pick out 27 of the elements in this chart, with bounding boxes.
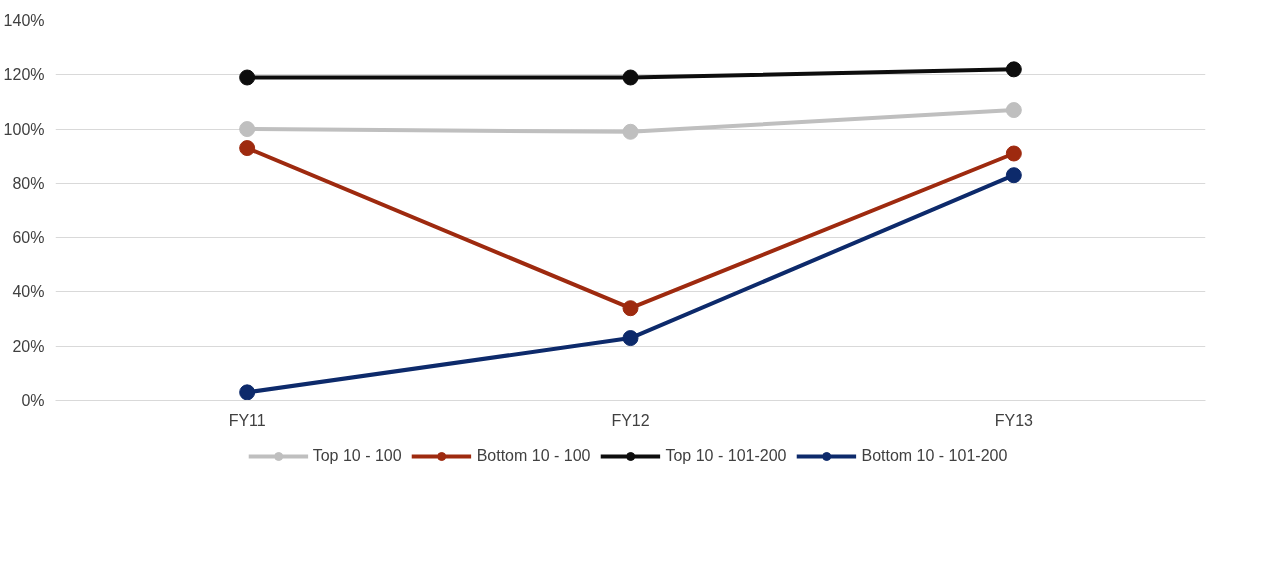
point [622, 330, 639, 347]
y-tick-label: 0% [21, 392, 45, 409]
point [239, 69, 256, 86]
point [622, 300, 639, 317]
y-tick-label: 120% [3, 66, 45, 84]
legend-label: Top 10 - 101-200 [665, 447, 787, 465]
y-tick-label: 140% [3, 12, 45, 29]
y-tick-label: 40% [12, 283, 45, 301]
legend-label: Bottom 10 - 100 [476, 447, 591, 465]
x-tick-label: FY12 [611, 411, 650, 429]
point [1005, 167, 1022, 184]
x-tick-label: FY11 [228, 411, 266, 429]
x-tick-label: FY13 [994, 411, 1034, 429]
point [239, 121, 256, 138]
point [1005, 145, 1022, 162]
point [1005, 102, 1022, 119]
legend-label: Bottom 10 - 101-200 [861, 447, 1008, 465]
y-tick-label: 20% [12, 337, 45, 355]
y-tick-label: 80% [12, 174, 45, 192]
point [622, 123, 639, 140]
y-tick-label: 60% [12, 229, 45, 247]
point [239, 140, 256, 157]
point [622, 69, 639, 86]
legend-label: Top 10 - 100 [312, 447, 402, 465]
point [1005, 61, 1022, 78]
y-tick-label: 100% [3, 120, 45, 138]
point [239, 384, 256, 401]
